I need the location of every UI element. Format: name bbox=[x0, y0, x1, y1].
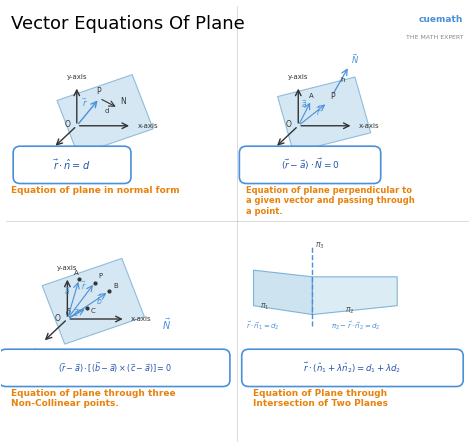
Text: x-axis: x-axis bbox=[359, 123, 380, 129]
Text: y-axis: y-axis bbox=[57, 266, 78, 271]
Text: $(\vec{r}-\vec{a})\cdot\vec{N}=0$: $(\vec{r}-\vec{a})\cdot\vec{N}=0$ bbox=[281, 157, 339, 173]
Text: A: A bbox=[74, 270, 79, 276]
Text: y-axis: y-axis bbox=[288, 75, 309, 80]
Text: $\delta$: $\delta$ bbox=[65, 307, 72, 317]
FancyBboxPatch shape bbox=[239, 146, 381, 184]
Text: cuemath: cuemath bbox=[419, 15, 463, 24]
FancyBboxPatch shape bbox=[242, 349, 463, 387]
Text: $\vec{r}\cdot(\hat{n}_1+\lambda\hat{n}_2)=d_1+\lambda d_2$: $\vec{r}\cdot(\hat{n}_1+\lambda\hat{n}_2… bbox=[303, 361, 401, 375]
Text: $\vec{b}$: $\vec{b}$ bbox=[96, 293, 102, 307]
Text: B: B bbox=[114, 283, 118, 289]
FancyBboxPatch shape bbox=[0, 349, 230, 387]
Text: O: O bbox=[286, 120, 292, 129]
Polygon shape bbox=[278, 77, 371, 152]
Text: P: P bbox=[99, 273, 102, 279]
Polygon shape bbox=[42, 258, 145, 344]
Text: $\vec{a}$: $\vec{a}$ bbox=[64, 285, 70, 296]
Text: $\vec{N}$: $\vec{N}$ bbox=[162, 317, 171, 332]
Text: y-axis: y-axis bbox=[66, 75, 87, 80]
Text: d: d bbox=[105, 108, 109, 114]
Polygon shape bbox=[57, 75, 153, 155]
Text: x-axis: x-axis bbox=[131, 316, 152, 322]
FancyBboxPatch shape bbox=[13, 146, 131, 184]
Text: $\pi_2$: $\pi_2$ bbox=[346, 305, 355, 316]
Text: THE MATH EXPERT: THE MATH EXPERT bbox=[406, 35, 463, 40]
Text: P: P bbox=[97, 87, 101, 96]
Text: $\vec{r}\cdot\hat{n}=d$: $\vec{r}\cdot\hat{n}=d$ bbox=[54, 158, 91, 172]
Text: N: N bbox=[120, 97, 126, 106]
Text: x-axis: x-axis bbox=[137, 123, 158, 129]
Text: z-axis: z-axis bbox=[20, 348, 40, 354]
Text: O: O bbox=[55, 314, 61, 323]
Text: h: h bbox=[341, 77, 345, 83]
Text: $\vec{a}$: $\vec{a}$ bbox=[301, 98, 307, 110]
Text: Vector Equations Of Plane: Vector Equations Of Plane bbox=[11, 15, 245, 33]
Text: $\pi_1$: $\pi_1$ bbox=[260, 302, 269, 312]
Text: $\pi_2-\vec{r}\cdot\vec{n}_2=d_2$: $\pi_2-\vec{r}\cdot\vec{n}_2=d_2$ bbox=[331, 320, 381, 333]
Text: $\vec{N}$: $\vec{N}$ bbox=[351, 52, 359, 66]
Text: Equation of Plane through
Intersection of Two Planes: Equation of Plane through Intersection o… bbox=[254, 389, 389, 408]
Text: C: C bbox=[91, 308, 96, 314]
Polygon shape bbox=[312, 277, 397, 315]
Text: Equation of plane in normal form: Equation of plane in normal form bbox=[11, 186, 180, 195]
Text: z-axis: z-axis bbox=[31, 153, 51, 159]
Text: A: A bbox=[309, 93, 313, 99]
Text: $\vec{c}$: $\vec{c}$ bbox=[73, 307, 80, 319]
Text: $\vec{r}$: $\vec{r}$ bbox=[316, 105, 322, 118]
Text: $\vec{r}$: $\vec{r}$ bbox=[82, 279, 87, 292]
Text: $\vec{r}$: $\vec{r}$ bbox=[82, 96, 89, 109]
Text: $\vec{r}\cdot\vec{n}_1=d_2$: $\vec{r}\cdot\vec{n}_1=d_2$ bbox=[246, 320, 280, 333]
Text: P: P bbox=[330, 92, 335, 101]
Text: z-axis: z-axis bbox=[253, 153, 273, 159]
Polygon shape bbox=[254, 270, 312, 315]
Text: $(\vec{r}-\vec{a})\cdot[(\vec{b}-\vec{a})\times(\vec{c}-\vec{a})]=0$: $(\vec{r}-\vec{a})\cdot[(\vec{b}-\vec{a}… bbox=[58, 360, 171, 375]
Text: O: O bbox=[64, 120, 70, 129]
Text: $\pi_3$: $\pi_3$ bbox=[315, 241, 324, 251]
Text: Equation of plane through three
Non-Collinear points.: Equation of plane through three Non-Coll… bbox=[11, 389, 175, 408]
Text: Equation of plane perpendicular to
a given vector and passing through
a point.: Equation of plane perpendicular to a giv… bbox=[246, 186, 415, 215]
